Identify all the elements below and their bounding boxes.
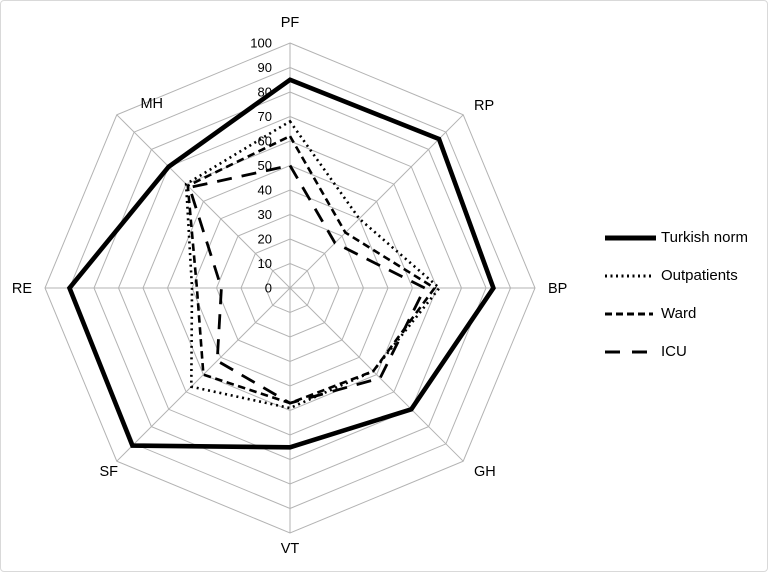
radial-tick-label: 90	[258, 60, 272, 75]
series-line-turkish-norm	[66, 77, 496, 450]
legend-swatch-short-dash-line	[605, 312, 653, 315]
chart-legend: Turkish norm Outpatients Ward ICU	[603, 225, 748, 364]
legend-item-outpatients: Outpatients	[603, 263, 748, 288]
legend-label: Outpatients	[661, 267, 738, 284]
axis-label-re: RE	[12, 281, 32, 297]
radial-tick-label: 10	[258, 256, 272, 271]
series-line-icu	[187, 163, 427, 405]
axis-label-pf: PF	[281, 15, 300, 31]
axis-label-vt: VT	[281, 541, 300, 557]
axis-label-rp: RP	[474, 98, 494, 114]
radar-axis-spoke	[289, 287, 464, 462]
radial-tick-label: 80	[258, 85, 272, 100]
radial-tick-label: 30	[258, 207, 272, 222]
axis-label-gh: GH	[474, 464, 496, 480]
legend-swatch-dotted-line	[605, 274, 653, 277]
legend-label: ICU	[661, 343, 687, 360]
legend-item-ward: Ward	[603, 301, 748, 326]
legend-label: Ward	[661, 305, 697, 322]
legend-swatch-long-dash-line	[605, 350, 655, 353]
radial-tick-label: 0	[265, 281, 272, 296]
radar-axis-spoke	[116, 287, 291, 462]
radar-axis-labels: PF RP BP GH VT SF RE MH	[12, 15, 568, 557]
radar-grid	[44, 42, 536, 534]
radar-series-layer	[66, 77, 496, 450]
radial-tick-label: 50	[258, 158, 272, 173]
axis-label-mh: MH	[140, 96, 163, 112]
axis-label-sf: SF	[99, 464, 118, 480]
legend-swatch-solid-line	[605, 235, 656, 240]
radial-tick-label: 100	[250, 36, 272, 51]
radial-tick-label: 40	[258, 183, 272, 198]
legend-label: Turkish norm	[661, 229, 748, 246]
series-line-ward	[186, 134, 437, 405]
legend-item-icu: ICU	[603, 339, 748, 364]
series-line-outpatients	[184, 119, 442, 410]
radar-axis-spoke	[116, 114, 291, 289]
radial-tick-label: 70	[258, 109, 272, 124]
radial-tick-label: 20	[258, 232, 272, 247]
legend-item-turkish-norm: Turkish norm	[603, 225, 748, 250]
radar-axis-spoke	[289, 114, 464, 289]
radial-tick-label: 60	[258, 134, 272, 149]
axis-label-bp: BP	[548, 281, 567, 297]
